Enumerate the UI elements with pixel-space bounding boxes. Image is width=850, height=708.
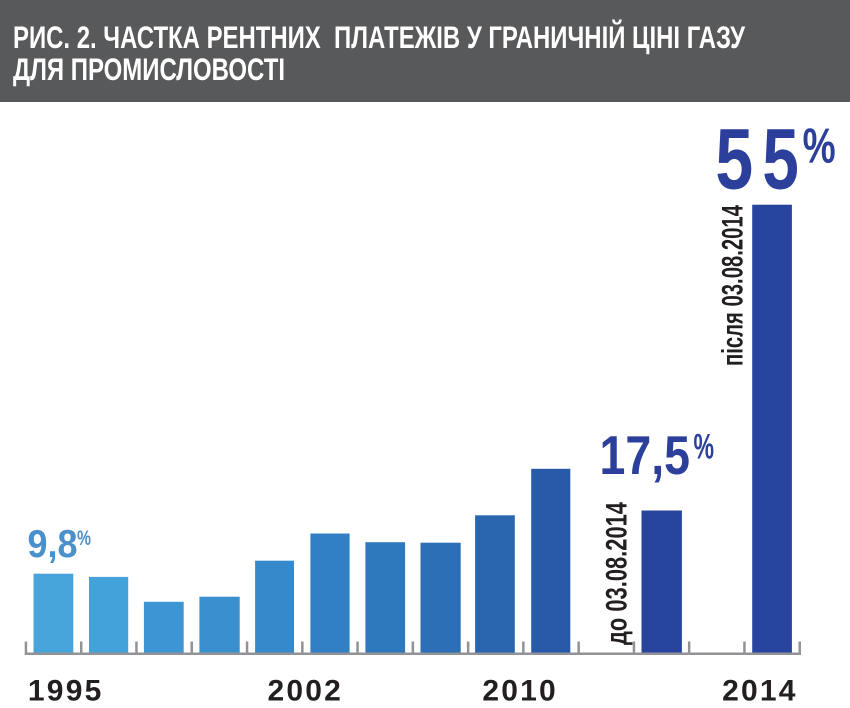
svg-text:після 03.08.2014: після 03.08.2014 — [717, 205, 750, 366]
svg-text:2014: 2014 — [722, 674, 798, 707]
svg-text:%: % — [803, 119, 836, 173]
svg-text:17,5: 17,5 — [600, 424, 691, 486]
svg-text:%: % — [77, 527, 91, 550]
svg-text:2002: 2002 — [268, 674, 344, 707]
svg-text:ДЛЯ ПРОМИСЛОВОСТІ: ДЛЯ ПРОМИСЛОВОСТІ — [13, 51, 285, 87]
svg-text:%: % — [694, 427, 715, 466]
svg-text:1995: 1995 — [28, 674, 104, 707]
svg-text:9,8: 9,8 — [28, 523, 78, 566]
svg-text:5: 5 — [762, 112, 799, 208]
svg-text:5: 5 — [715, 112, 753, 208]
svg-text:РИС. 2. ЧАСТКА РЕНТНИХ ПЛАТЕЖ: РИС. 2. ЧАСТКА РЕНТНИХ ПЛАТЕЖІВ У ГРАНИЧ… — [13, 19, 745, 55]
svg-text:2010: 2010 — [482, 674, 558, 707]
svg-text:до 03.08.2014: до 03.08.2014 — [601, 502, 634, 645]
